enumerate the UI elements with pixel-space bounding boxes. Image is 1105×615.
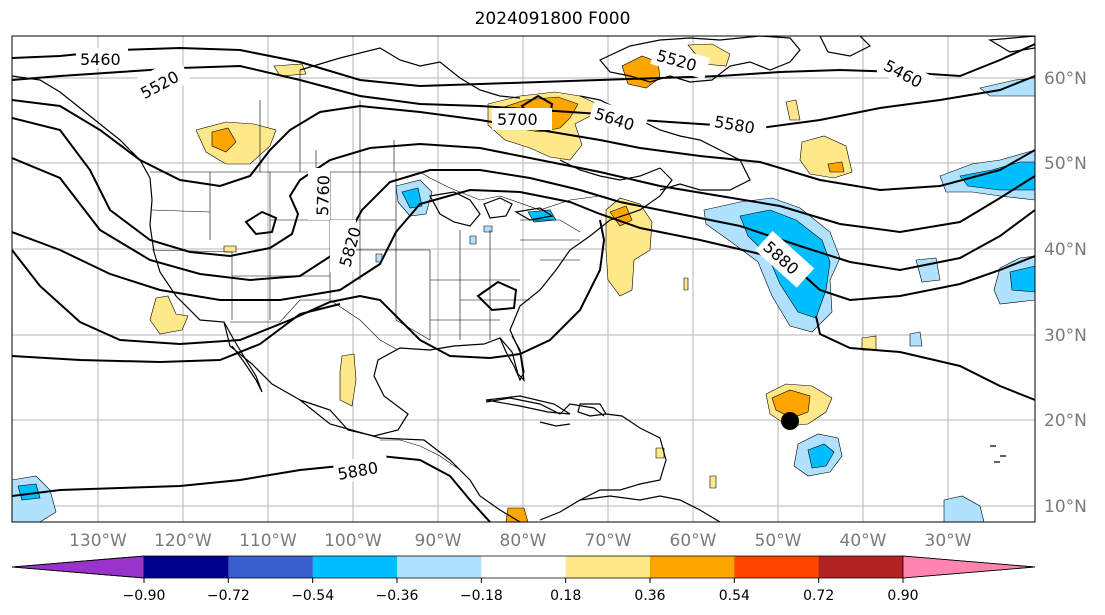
anomaly-blob xyxy=(469,235,477,245)
longitude-tick-label: 30°W xyxy=(925,531,972,551)
anomaly-blob xyxy=(1009,265,1035,293)
latitude-tick-label: 20°N xyxy=(1044,411,1087,431)
colorbar-tick-label: 0.72 xyxy=(803,588,834,604)
longitude-ticks: 130°W 120°W 110°W 100°W 90°W 80°W 70°W 60°W 50°W… xyxy=(69,531,972,551)
anomaly-blob xyxy=(149,295,189,335)
anomaly-blob xyxy=(401,187,423,209)
longitude-tick-label: 120°W xyxy=(154,531,212,551)
longitude-tick-label: 70°W xyxy=(585,531,632,551)
colorbar-segment xyxy=(481,556,567,578)
latitude-ticks: 60°N 50°N 40°N 30°N 20°N 10°N xyxy=(1044,69,1087,517)
colorbar-tick-label: −0.18 xyxy=(460,588,503,604)
anomaly-blob xyxy=(505,507,529,522)
colorbar-segment xyxy=(734,556,820,578)
anomaly-blob xyxy=(943,495,985,522)
anomaly-blob xyxy=(683,277,689,291)
contour-label: 5760 xyxy=(313,175,333,216)
colorbar-segment xyxy=(397,556,482,578)
colorbar-tick-label: 0.36 xyxy=(634,588,665,604)
longitude-tick-label: 50°W xyxy=(755,531,802,551)
anomaly-blob xyxy=(709,475,717,489)
anomaly-blob xyxy=(807,443,835,469)
anomaly-blob xyxy=(909,331,923,347)
anomaly-blob xyxy=(339,353,357,407)
contour-label: 5700 xyxy=(497,110,538,129)
anomaly-blob xyxy=(655,447,665,459)
latitude-tick-label: 40°N xyxy=(1044,240,1087,260)
latitude-tick-label: 60°N xyxy=(1044,69,1087,89)
colorbar-tick-label: 0.18 xyxy=(550,588,581,604)
longitude-tick-label: 40°W xyxy=(840,531,887,551)
latitude-tick-label: 50°N xyxy=(1044,154,1087,174)
colorbar-tick-label: −0.36 xyxy=(376,588,419,604)
colorbar-tick-label: −0.72 xyxy=(207,588,250,604)
longitude-tick-label: 100°W xyxy=(324,531,382,551)
colorbar-segment xyxy=(565,556,651,578)
anomaly-blob xyxy=(483,225,493,233)
anomaly-blob xyxy=(861,335,877,351)
longitude-tick-label: 130°W xyxy=(69,531,127,551)
longitude-tick-label: 110°W xyxy=(239,531,297,551)
colorbar-tick-label: 0.90 xyxy=(887,588,918,604)
anomaly-blob xyxy=(785,99,801,121)
colorbar: −0.90 −0.72 −0.54 −0.36 −0.18 0.18 0.36 0.54 0.7… xyxy=(11,555,1036,604)
anomaly-blob xyxy=(211,127,237,153)
colorbar-tick-label: −0.90 xyxy=(123,588,166,604)
anomaly-blob xyxy=(959,161,1035,191)
colorbar-extend-low xyxy=(11,555,145,579)
contour-label: 5460 xyxy=(80,50,121,69)
anomaly-blob xyxy=(223,245,237,253)
latitude-tick-label: 30°N xyxy=(1044,326,1087,346)
map-border xyxy=(11,35,1036,523)
colorbar-tick-label: 0.54 xyxy=(719,588,750,604)
anomaly-blob xyxy=(771,389,811,419)
anomaly-blob xyxy=(273,63,307,77)
colorbar-extend-high xyxy=(902,555,1036,579)
anomaly-blob xyxy=(827,161,845,173)
height-contours xyxy=(12,43,1035,522)
colorbar-segment xyxy=(144,556,229,578)
colorbar-segment xyxy=(228,556,314,578)
colorbar-segment xyxy=(818,556,904,578)
colorbar-segment xyxy=(650,556,735,578)
colorbar-tick-label: −0.54 xyxy=(291,588,334,604)
longitude-tick-label: 60°W xyxy=(670,531,717,551)
longitude-tick-label: 90°W xyxy=(415,531,462,551)
colorbar-segment xyxy=(312,556,398,578)
map-title: 2024091800 F000 xyxy=(474,9,631,29)
longitude-tick-label: 80°W xyxy=(500,531,547,551)
latitude-tick-label: 10°N xyxy=(1044,497,1087,517)
storm-center-dot xyxy=(781,412,799,430)
